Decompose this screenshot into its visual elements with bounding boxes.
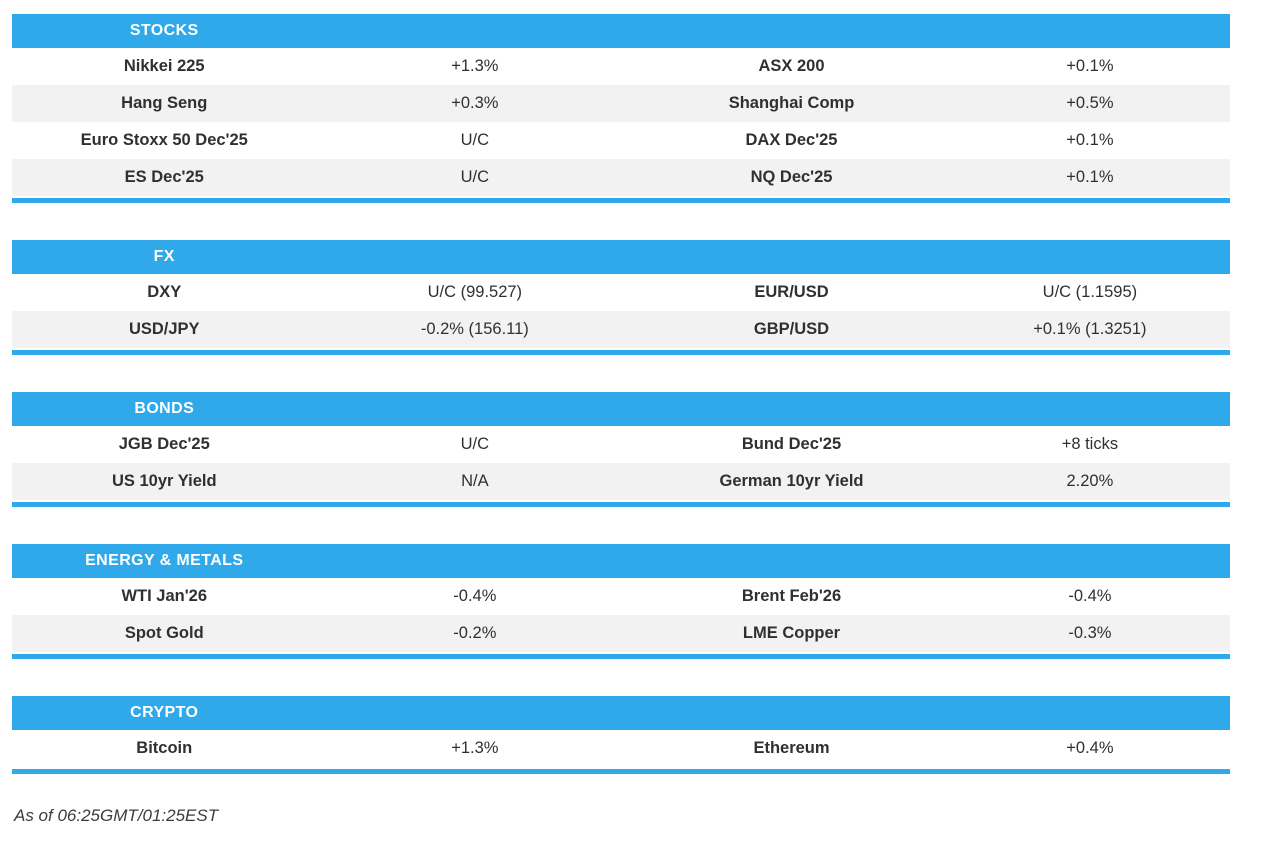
instrument-name: DAX Dec'25: [745, 131, 838, 149]
instrument-name: NQ Dec'25: [750, 168, 833, 186]
section-bottom-rule: [12, 198, 1230, 203]
section-bottom-rule: [12, 654, 1230, 659]
instrument-change: U/C: [460, 131, 490, 149]
instrument-change: -0.4%: [1068, 587, 1112, 605]
section-rows: DXY U/C (99.527) EUR/USD U/C (1.1595) US…: [12, 274, 1230, 348]
instrument-name: GBP/USD: [753, 320, 830, 338]
section-header-energy-metals: ENERGY & METALS: [12, 544, 1230, 578]
instrument-change: +0.1%: [1066, 57, 1114, 75]
section-stocks: STOCKS Nikkei 225 +1.3% ASX 200 +0.1% Ha…: [12, 14, 1230, 203]
section-rows: JGB Dec'25 U/C Bund Dec'25 +8 ticks US 1…: [12, 426, 1230, 500]
instrument-change: -0.3%: [1068, 624, 1112, 642]
instrument-change: +0.1%: [1066, 131, 1114, 149]
section-bottom-rule: [12, 350, 1230, 355]
section-title: STOCKS: [129, 22, 199, 39]
table-row: Euro Stoxx 50 Dec'25 U/C DAX Dec'25 +0.1…: [12, 122, 1230, 159]
instrument-name: Spot Gold: [124, 624, 204, 642]
table-row: Spot Gold -0.2% LME Copper -0.3%: [12, 615, 1230, 652]
section-bonds: BONDS JGB Dec'25 U/C Bund Dec'25 +8 tick…: [12, 392, 1230, 507]
instrument-change: +0.5%: [1066, 94, 1114, 112]
table-row: US 10yr Yield N/A German 10yr Yield 2.20…: [12, 463, 1230, 500]
instrument-name: DXY: [147, 283, 182, 301]
instrument-name: WTI Jan'26: [121, 587, 208, 605]
table-row: USD/JPY -0.2% (156.11) GBP/USD +0.1% (1.…: [12, 311, 1230, 348]
instrument-change: +8 ticks: [1061, 435, 1119, 453]
instrument-name: US 10yr Yield: [111, 472, 217, 490]
as-of-timestamp: As of 06:25GMT/01:25EST: [14, 806, 219, 825]
section-fx: FX DXY U/C (99.527) EUR/USD U/C (1.1595)…: [12, 240, 1230, 355]
instrument-name: Euro Stoxx 50 Dec'25: [80, 131, 248, 149]
instrument-change: +0.1%: [1066, 168, 1114, 186]
instrument-change: +1.3%: [451, 739, 499, 757]
table-row: Nikkei 225 +1.3% ASX 200 +0.1%: [12, 48, 1230, 85]
section-header-bonds: BONDS: [12, 392, 1230, 426]
instrument-change: -0.2%: [453, 624, 497, 642]
table-row: DXY U/C (99.527) EUR/USD U/C (1.1595): [12, 274, 1230, 311]
instrument-change: U/C: [460, 168, 490, 186]
instrument-name: ES Dec'25: [124, 168, 204, 186]
instrument-change: +0.4%: [1066, 739, 1114, 757]
instrument-change: U/C (1.1595): [1042, 283, 1138, 301]
instrument-change: N/A: [461, 472, 489, 490]
section-crypto: CRYPTO Bitcoin +1.3% Ethereum +0.4%: [12, 696, 1230, 774]
instrument-change: -0.2% (156.11): [420, 320, 529, 338]
instrument-name: JGB Dec'25: [118, 435, 210, 453]
instrument-name: Bund Dec'25: [741, 435, 842, 453]
instrument-name: German 10yr Yield: [719, 472, 864, 490]
instrument-change: +0.1% (1.3251): [1033, 320, 1147, 338]
instrument-change: +0.3%: [451, 94, 499, 112]
instrument-name: Bitcoin: [136, 739, 193, 757]
section-bottom-rule: [12, 502, 1230, 507]
section-header-fx: FX: [12, 240, 1230, 274]
section-bottom-rule: [12, 769, 1230, 774]
instrument-name: Shanghai Comp: [728, 94, 855, 112]
instrument-change: U/C: [460, 435, 490, 453]
instrument-change: U/C (99.527): [427, 283, 523, 301]
table-row: Bitcoin +1.3% Ethereum +0.4%: [12, 730, 1230, 767]
table-row: Hang Seng +0.3% Shanghai Comp +0.5%: [12, 85, 1230, 122]
table-row: WTI Jan'26 -0.4% Brent Feb'26 -0.4%: [12, 578, 1230, 615]
section-title: ENERGY & METALS: [85, 552, 244, 569]
instrument-change: -0.4%: [453, 587, 497, 605]
instrument-change: +1.3%: [451, 57, 499, 75]
instrument-name: USD/JPY: [128, 320, 200, 338]
section-rows: WTI Jan'26 -0.4% Brent Feb'26 -0.4% Spot…: [12, 578, 1230, 652]
section-rows: Nikkei 225 +1.3% ASX 200 +0.1% Hang Seng…: [12, 48, 1230, 196]
section-rows: Bitcoin +1.3% Ethereum +0.4%: [12, 730, 1230, 767]
table-row: JGB Dec'25 U/C Bund Dec'25 +8 ticks: [12, 426, 1230, 463]
table-row: ES Dec'25 U/C NQ Dec'25 +0.1%: [12, 159, 1230, 196]
section-title: BONDS: [134, 400, 195, 417]
instrument-name: Nikkei 225: [123, 57, 205, 75]
instrument-name: ASX 200: [758, 57, 825, 75]
section-title: CRYPTO: [130, 704, 199, 721]
market-table: STOCKS Nikkei 225 +1.3% ASX 200 +0.1% Ha…: [12, 14, 1230, 774]
instrument-name: Brent Feb'26: [741, 587, 842, 605]
section-energy-metals: ENERGY & METALS WTI Jan'26 -0.4% Brent F…: [12, 544, 1230, 659]
section-title: FX: [153, 248, 175, 265]
section-header-crypto: CRYPTO: [12, 696, 1230, 730]
instrument-name: EUR/USD: [754, 283, 829, 301]
instrument-change: 2.20%: [1066, 472, 1114, 490]
instrument-name: Hang Seng: [121, 94, 208, 112]
instrument-name: LME Copper: [742, 624, 841, 642]
section-header-stocks: STOCKS: [12, 14, 1230, 48]
instrument-name: Ethereum: [753, 739, 830, 757]
